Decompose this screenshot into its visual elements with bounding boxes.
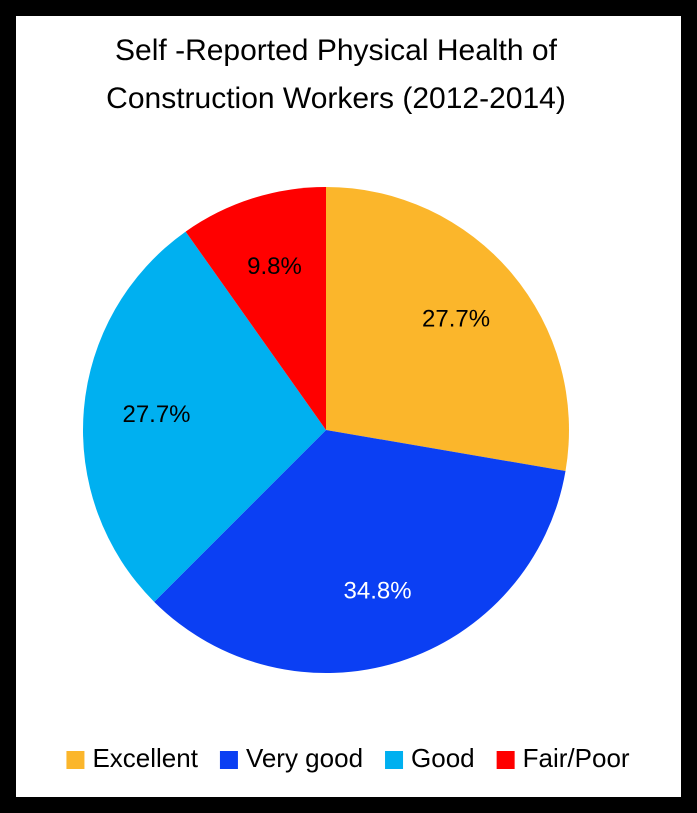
legend-label: Excellent xyxy=(92,743,198,773)
legend-label: Fair/Poor xyxy=(523,743,630,773)
legend-label: Good xyxy=(411,743,475,773)
legend-swatch xyxy=(385,751,404,769)
legend-label: Very good xyxy=(246,743,363,773)
pie-slice xyxy=(82,231,326,602)
pie-slice xyxy=(154,430,566,673)
legend-swatch xyxy=(219,751,238,769)
data-label: 34.8% xyxy=(344,577,412,604)
chart-title: Self -Reported Physical Health of xyxy=(115,34,558,67)
legend-swatch xyxy=(496,751,515,769)
data-label: 9.8% xyxy=(247,253,302,280)
pie-slice xyxy=(185,187,326,430)
legend-swatch xyxy=(66,751,85,769)
pie-slice xyxy=(326,187,569,472)
chart-title: Construction Workers (2012-2014) xyxy=(106,82,566,115)
data-label: 27.7% xyxy=(122,401,190,428)
data-label: 27.7% xyxy=(422,306,490,333)
